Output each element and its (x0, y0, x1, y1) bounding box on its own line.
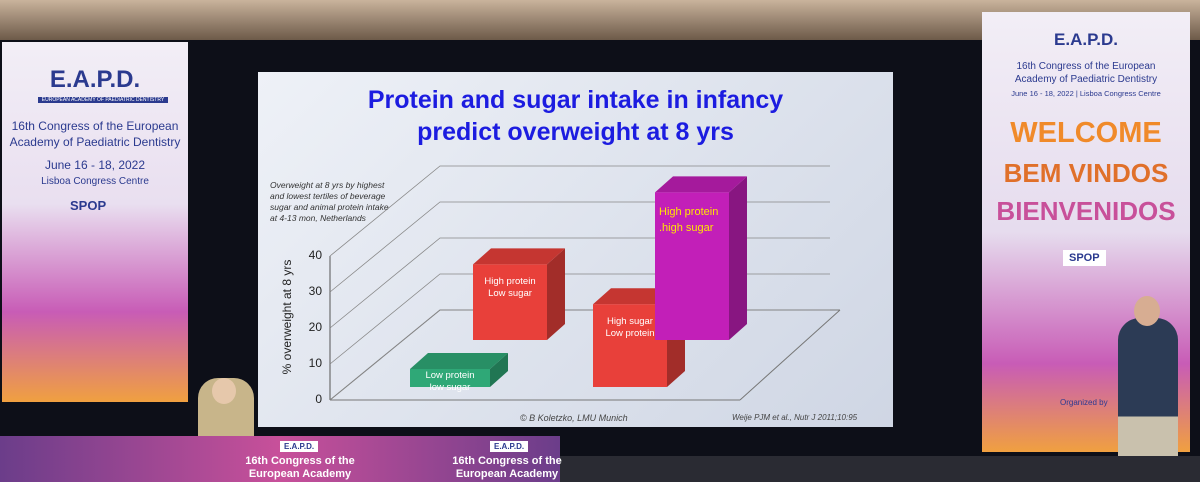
bar (655, 192, 729, 340)
welcome-3: BIENVENIDOS (996, 196, 1176, 226)
y-tick-label: 20 (309, 320, 323, 334)
left-banner (2, 42, 188, 402)
grid-line (329, 237, 830, 329)
grid-line (329, 201, 830, 293)
bar-label: High protein .high sugar (659, 206, 719, 235)
grid-line (329, 165, 830, 257)
slide-title: Protein and sugar intake in infancy pred… (367, 86, 784, 146)
y-tick-label: 40 (309, 248, 323, 262)
bar (410, 369, 490, 387)
bar-side (729, 176, 747, 340)
bar-side (490, 353, 508, 387)
welcome-1: WELCOME (1010, 117, 1162, 149)
desk-placard: 16th Congress of the European Academy (452, 455, 562, 480)
y-tick-label: 30 (309, 284, 323, 298)
banner-logo: E.A.P.D. (1054, 30, 1118, 49)
slide (258, 72, 893, 427)
desk-placard: 16th Congress of the European Academy (245, 455, 355, 480)
banner-academy: EUROPEAN ACADEMY OF PAEDIATRIC DENTISTRY (38, 97, 168, 103)
y-tick-label: 10 (309, 356, 323, 370)
bar-top (473, 248, 565, 265)
bar-top (655, 176, 747, 193)
banner-dates: June 16 - 18, 2022 | Lisboa Congress Cen… (1011, 89, 1161, 98)
bar-label: High sugar Low protein (605, 316, 655, 340)
chart-note: Overweight at 8 yrs by highest and lowes… (270, 180, 389, 223)
y-tick-label: 0 (315, 392, 322, 406)
speaker-head (1134, 296, 1160, 326)
floor-edge (329, 309, 840, 401)
banner-organized: Organized by (1060, 398, 1108, 407)
panelist-head (212, 378, 236, 404)
banner-congress: 16th Congress of the European Academy of… (9, 119, 181, 149)
banner-venue: Lisboa Congress Centre (41, 176, 149, 187)
banner-congress: 16th Congress of the European Academy of… (1014, 61, 1158, 85)
desk-right (560, 456, 1200, 482)
banner-society: SPOP (1063, 250, 1106, 266)
banner-society: SPOP (70, 198, 107, 213)
banner-dates: June 16 - 18, 2022 (44, 158, 146, 172)
grid-line (329, 273, 830, 365)
bar-side (547, 248, 565, 340)
speaker (1118, 318, 1178, 482)
bar (593, 304, 667, 387)
desk-logo: E.A.P.D. (280, 441, 319, 452)
floor-side (739, 309, 841, 401)
bar (473, 264, 547, 340)
banner-logo: E.A.P.D. (49, 66, 141, 93)
desk-logo: E.A.P.D. (490, 441, 529, 452)
bar-top (410, 353, 508, 369)
y-axis-label: % overweight at 8 yrs (280, 259, 294, 375)
welcome-2: BEM VINDOS (1003, 158, 1169, 188)
credit: © B Koletzko, LMU Munich (520, 413, 628, 423)
source: Weije PJM et al., Nutr J 2011;10:95 (732, 413, 858, 422)
bar-label: High protein Low sugar (484, 276, 536, 300)
bar-label: Low protein low sugar (425, 370, 475, 393)
